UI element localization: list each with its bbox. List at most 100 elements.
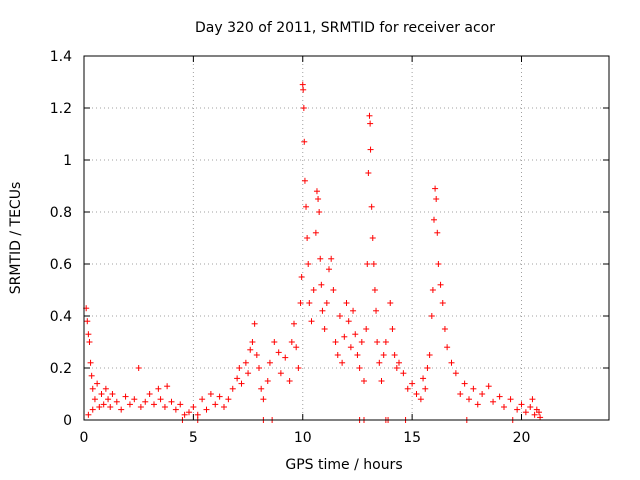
data-point [341,333,348,340]
data-point [297,300,304,306]
data-point [350,307,357,314]
data-point [452,370,459,377]
data-point [328,255,335,262]
data-point [142,398,149,405]
data-point [308,318,315,325]
data-point [102,385,109,392]
data-point [146,391,153,397]
data-point [522,409,529,416]
data-point [531,411,538,418]
data-point [291,320,297,327]
data-point [391,352,398,358]
y-tick-label: 0.4 [50,309,72,325]
data-point [529,396,536,403]
data-point [295,365,302,371]
data-point [371,287,378,293]
data-point [86,339,93,345]
data-point [161,404,168,410]
data-point [85,331,92,338]
data-point [118,406,125,413]
data-point [242,359,249,366]
data-point [301,138,308,145]
data-point [155,385,162,392]
data-point [339,359,346,366]
data-point [363,326,370,332]
data-point [94,380,101,387]
data-point [448,359,455,366]
data-point [316,209,323,215]
data-point [199,396,206,403]
data-point [105,396,112,403]
x-tick-label: 0 [80,430,89,446]
data-point [126,401,133,408]
x-axis: 0 5 10 15 20 [80,56,531,446]
data-point [264,378,271,384]
data-point [380,352,387,358]
data-point [370,261,377,267]
data-point [366,112,373,119]
data-point [131,396,138,403]
data-point [88,372,95,379]
data-point [364,261,371,267]
data-point [373,307,380,314]
data-point [433,196,440,202]
data-point [286,378,293,384]
data-point [367,146,374,153]
data-point [317,255,324,262]
data-point [164,383,171,390]
data-point [434,229,441,236]
data-point [298,274,305,280]
y-tick-label: 0 [63,413,72,429]
data-point [376,359,383,366]
data-point [334,352,341,358]
data-point [85,411,92,418]
data-point [343,300,350,306]
data-point [234,375,241,382]
data-point [374,339,381,345]
data-point [382,339,389,345]
data-point [393,365,400,371]
data-point [310,287,317,293]
data-point [422,385,429,392]
data-point [413,391,420,397]
x-tick-label: 20 [513,430,531,446]
data-point [305,261,312,267]
data-point [429,287,436,293]
data-point [225,396,232,403]
data-point [439,300,446,306]
data-point [319,307,326,314]
data-point [203,406,210,413]
data-point [404,385,411,392]
data-point [466,396,472,403]
data-point [249,339,256,345]
data-point [368,203,375,210]
data-point [420,375,427,382]
data-point [378,378,385,384]
data-point [354,352,361,358]
data-point [277,370,284,377]
data-point [435,261,442,267]
data-point [207,391,214,397]
data-point [457,391,464,397]
data-point [91,396,98,403]
data-point [409,380,416,387]
data-point [247,346,254,353]
data-point [306,300,313,306]
data-point [470,385,477,392]
data-point [312,229,319,236]
data-point [424,365,431,371]
data-point [253,352,260,358]
data-point [485,383,492,390]
data-point [135,365,142,371]
data-series [83,81,544,423]
y-tick-label: 1.4 [50,49,72,65]
data-point [536,409,542,416]
data-point [330,287,337,293]
x-tick-label: 15 [403,430,421,446]
data-point [151,401,157,408]
data-point [109,391,116,397]
data-point [345,318,352,325]
data-point [367,120,374,127]
data-point [389,326,396,332]
